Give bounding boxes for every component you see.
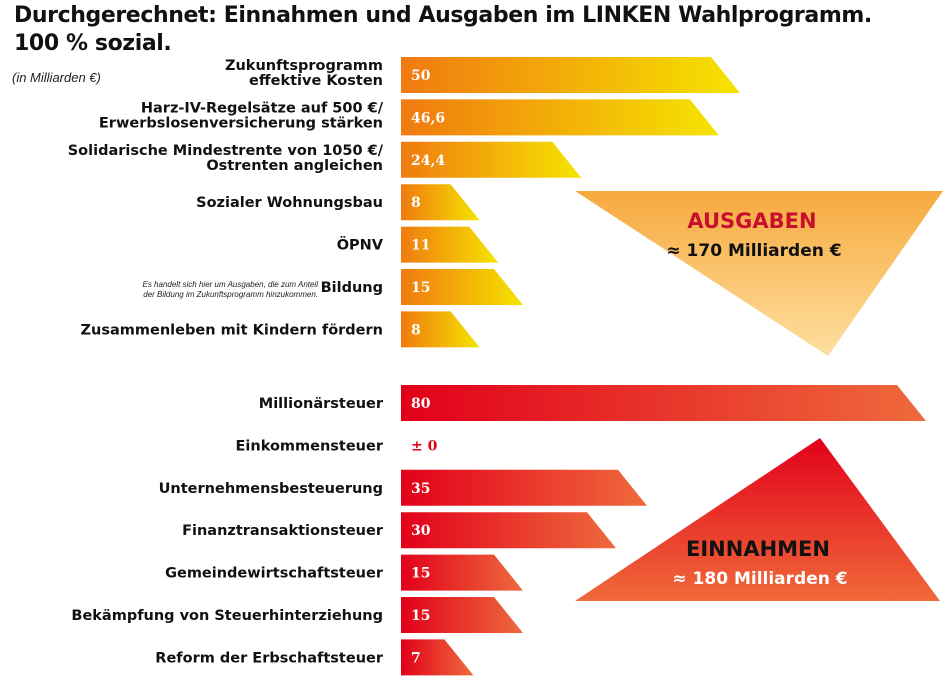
ausgaben-summary-title: AUSGABEN	[687, 209, 816, 233]
einnahmen-bar-3	[401, 469, 647, 506]
ausgaben-bar-3	[401, 141, 582, 178]
einnahmen-category-label-2: Einkommensteuer	[236, 438, 384, 454]
bildung-annotation-note: Es handelt sich hier um Ausgaben, die zu…	[142, 280, 318, 299]
ausgaben-bar-7	[401, 311, 480, 348]
chart-title: Durchgerechnet: Einnahmen und Ausgaben i…	[14, 2, 939, 58]
ausgaben-value-label-3: 24,4	[411, 153, 445, 169]
ausgaben-bar-6	[401, 269, 523, 305]
ausgaben-category-label-6: Bildung	[321, 280, 383, 296]
ausgaben-category-label-5: ÖPNV	[337, 236, 384, 254]
unit-note: (in Milliarden €)	[12, 70, 101, 85]
ausgaben-summary-total: ≈ 170 Milliarden €	[666, 241, 841, 261]
ausgaben-bar-4	[401, 184, 480, 221]
einnahmen-summary-triangle	[575, 438, 940, 601]
einnahmen-value-label-5: 15	[411, 566, 430, 582]
einnahmen-value-label-3: 35	[411, 481, 430, 497]
chart-title-line-2: 100 % sozial.	[14, 31, 172, 56]
einnahmen-category-label-7: Reform der Erbschaftsteuer	[155, 650, 384, 666]
einnahmen-value-label-1: 80	[411, 396, 431, 412]
ausgaben-value-label-2: 46,6	[411, 110, 445, 126]
einnahmen-summary-total: ≈ 180 Milliarden €	[672, 569, 847, 589]
einnahmen-bar-1	[401, 385, 926, 421]
chart-title-line-1: Durchgerechnet: Einnahmen und Ausgaben i…	[14, 3, 872, 28]
ausgaben-value-label-1: 50	[411, 68, 431, 84]
einnahmen-value-label-6: 15	[411, 608, 430, 624]
einnahmen-category-label-4: Finanztransaktionsteuer	[182, 523, 384, 539]
einnahmen-value-label-7: 7	[411, 650, 421, 666]
einnahmen-category-label-1: Millionärsteuer	[259, 396, 384, 412]
einnahmen-bar-6	[401, 597, 523, 633]
ausgaben-category-label-3: Solidarische Mindestrente von 1050 €/Ost…	[68, 143, 384, 174]
einnahmen-category-label-5: Gemeindewirtschaftsteuer	[165, 566, 384, 582]
ausgaben-value-label-7: 8	[411, 322, 421, 338]
einnahmen-bar-5	[401, 554, 523, 591]
ausgaben-value-label-4: 8	[411, 195, 421, 211]
ausgaben-summary-triangle	[575, 191, 943, 356]
ausgaben-category-label-1: Zukunftsprogramm effektive Kosten	[225, 58, 383, 89]
einnahmen-category-label-6: Bekämpfung von Steuerhinterziehung	[71, 608, 383, 624]
ausgaben-category-label-2: Harz-IV-Regelsätze auf 500 €/Erwerbslose…	[99, 100, 384, 131]
ausgaben-value-label-5: 11	[411, 238, 430, 254]
ausgaben-bar-5	[401, 226, 499, 263]
einnahmen-value-label-2: ± 0	[411, 438, 438, 454]
ausgaben-value-label-6: 15	[411, 280, 430, 296]
einnahmen-value-label-4: 30	[411, 523, 431, 539]
einnahmen-summary-title: EINNAHMEN	[686, 537, 830, 561]
ausgaben-bar-2	[401, 99, 719, 136]
ausgaben-bar-1	[401, 57, 740, 93]
einnahmen-bar-4	[401, 512, 616, 549]
einnahmen-bar-7	[401, 639, 474, 676]
einnahmen-category-label-3: Unternehmensbesteuerung	[159, 481, 383, 497]
ausgaben-category-label-4: Sozialer Wohnungsbau	[196, 195, 383, 211]
ausgaben-category-label-7: Zusammenleben mit Kindern fördern	[81, 322, 383, 338]
